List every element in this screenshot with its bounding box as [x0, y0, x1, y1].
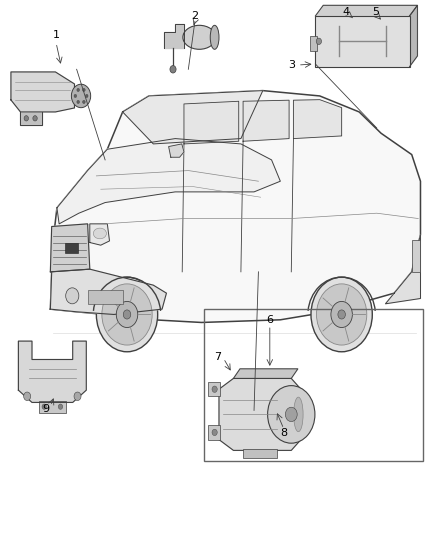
Bar	[208, 382, 220, 397]
Polygon shape	[50, 224, 90, 272]
Bar	[88, 290, 123, 304]
Polygon shape	[57, 139, 280, 224]
Circle shape	[102, 284, 152, 345]
Bar	[204, 309, 423, 461]
Circle shape	[33, 116, 37, 121]
Circle shape	[74, 392, 81, 401]
Polygon shape	[243, 100, 289, 141]
Circle shape	[82, 88, 85, 92]
Text: 5: 5	[372, 7, 379, 17]
Circle shape	[170, 66, 176, 73]
Circle shape	[116, 302, 138, 327]
Circle shape	[66, 288, 79, 304]
Circle shape	[74, 94, 77, 98]
Circle shape	[286, 407, 297, 422]
Text: 7: 7	[215, 352, 222, 362]
Circle shape	[316, 38, 321, 45]
Polygon shape	[20, 112, 42, 125]
Circle shape	[317, 284, 367, 345]
Polygon shape	[233, 369, 298, 378]
Polygon shape	[11, 72, 74, 112]
Circle shape	[24, 116, 28, 121]
Text: 2: 2	[191, 11, 198, 21]
Polygon shape	[50, 91, 420, 322]
Polygon shape	[410, 5, 417, 67]
Polygon shape	[315, 5, 417, 16]
Circle shape	[58, 404, 63, 409]
Polygon shape	[184, 101, 239, 144]
Circle shape	[212, 429, 217, 435]
Circle shape	[212, 386, 217, 392]
Text: 8: 8	[280, 428, 287, 438]
Bar	[310, 36, 317, 52]
Polygon shape	[90, 224, 110, 245]
Polygon shape	[123, 91, 263, 144]
Circle shape	[311, 277, 372, 352]
Ellipse shape	[93, 228, 106, 239]
Polygon shape	[219, 378, 301, 450]
Text: 3: 3	[288, 60, 295, 70]
Bar	[39, 401, 66, 413]
Bar	[65, 243, 78, 253]
Bar	[208, 425, 220, 440]
Text: 9: 9	[42, 405, 49, 414]
Polygon shape	[169, 144, 184, 157]
Circle shape	[338, 310, 346, 319]
Polygon shape	[293, 100, 342, 139]
Circle shape	[96, 277, 158, 352]
Circle shape	[85, 94, 88, 98]
Text: 1: 1	[53, 30, 60, 39]
Text: 4: 4	[343, 7, 350, 17]
Circle shape	[24, 392, 31, 401]
Circle shape	[77, 88, 79, 92]
Polygon shape	[385, 235, 420, 304]
Circle shape	[123, 310, 131, 319]
Circle shape	[77, 100, 79, 103]
Bar	[412, 240, 420, 272]
Circle shape	[268, 386, 315, 443]
Polygon shape	[18, 341, 86, 402]
Bar	[315, 16, 410, 67]
Polygon shape	[50, 269, 166, 314]
Ellipse shape	[183, 25, 215, 50]
Circle shape	[42, 404, 46, 409]
Ellipse shape	[210, 25, 219, 50]
Circle shape	[331, 302, 352, 327]
Text: 6: 6	[266, 315, 273, 325]
Polygon shape	[164, 24, 184, 48]
Circle shape	[71, 84, 91, 108]
Bar	[243, 449, 277, 458]
Ellipse shape	[293, 397, 303, 432]
Circle shape	[82, 100, 85, 103]
